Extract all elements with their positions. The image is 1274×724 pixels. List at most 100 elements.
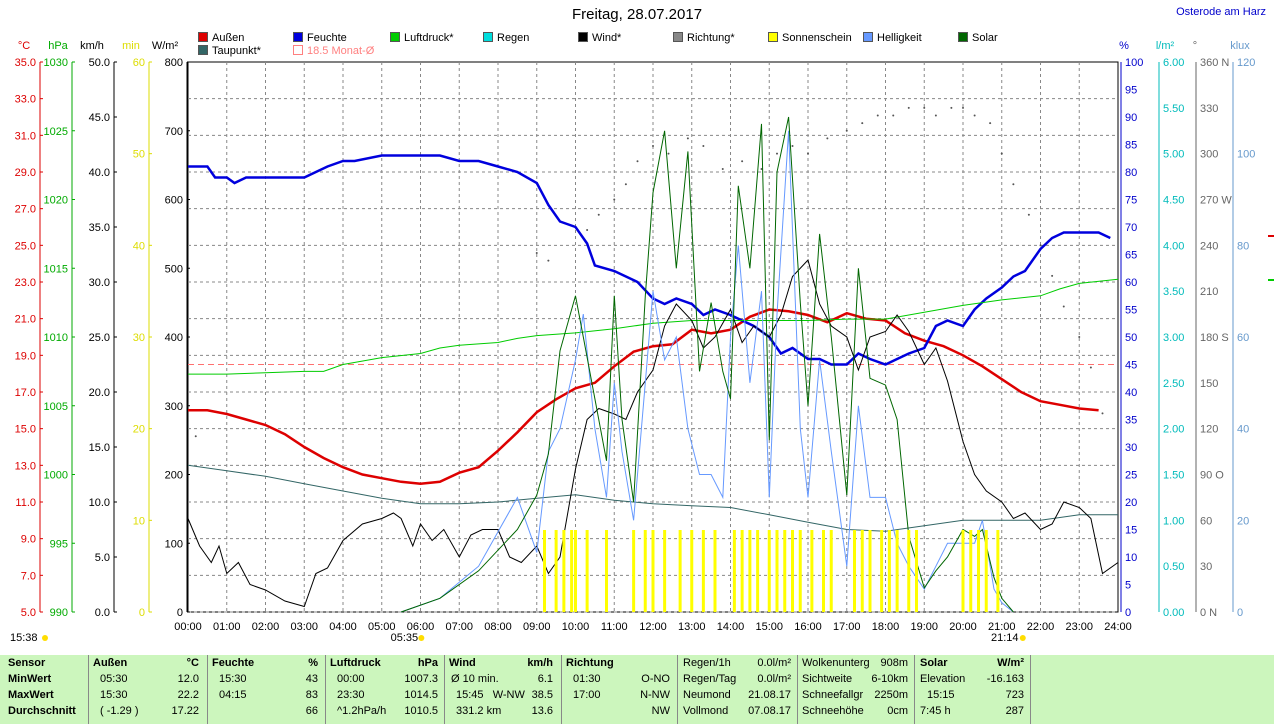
- axis-tick-label: 95: [1125, 85, 1137, 97]
- x-tick-label: 17:00: [833, 621, 861, 633]
- sunshine-bar: [732, 530, 736, 612]
- axis-tick-label: 55: [1125, 305, 1137, 317]
- x-tick-label: 16:00: [794, 621, 822, 633]
- richtung-col: Richtung 01:30 O-NO 17:00 N-NW NW: [566, 655, 674, 724]
- sunshine-bar: [554, 530, 558, 612]
- axis-tick-label: 7.0: [21, 570, 36, 582]
- axis-tick-label: 120: [1237, 57, 1255, 69]
- legend: Außen Taupunkt* Feuchte 18.5 Monat-Ø Luftdru…: [198, 32, 998, 62]
- axis-tick-label: 5.0: [21, 607, 36, 619]
- axis-tick-label: 0: [1237, 607, 1243, 619]
- direction-point: [1051, 274, 1054, 277]
- axis-tick-label: 240: [1200, 240, 1218, 252]
- sun-icon: [1019, 635, 1026, 641]
- richtung-header: Richtung: [566, 657, 614, 669]
- sun-icon: [418, 635, 425, 641]
- sunshine-bar: [632, 530, 636, 612]
- legend-swatch: [198, 45, 208, 55]
- axis-tick-label: 0.0: [95, 607, 110, 619]
- sun-icon: [42, 635, 48, 641]
- axis-unit-left: W/m²: [152, 40, 179, 52]
- x-tick-label: 13:00: [678, 621, 706, 633]
- series-line: [188, 308, 1099, 485]
- direction-point: [613, 198, 616, 201]
- sunshine-bar: [783, 530, 787, 612]
- axis-tick-label: 31.0: [15, 130, 36, 142]
- cell: Schneefallgr: [802, 689, 864, 701]
- axis-tick-label: 50: [133, 149, 145, 161]
- axis-tick-label: 0: [177, 607, 183, 619]
- sunshine-bar: [791, 530, 794, 612]
- sunshine-bar: [574, 530, 577, 612]
- sunshine-bar: [895, 530, 899, 612]
- cell: 04:15: [219, 689, 247, 701]
- legend-item: Außen: [198, 32, 244, 44]
- direction-point: [1089, 366, 1092, 369]
- sunshine-bar: [798, 530, 802, 612]
- axis-tick-label: 15: [1125, 525, 1137, 537]
- x-tick-label: 04:00: [329, 621, 357, 633]
- direction-point: [760, 167, 763, 170]
- sensor-header: Sensor: [8, 657, 46, 669]
- solar-col: Solar W/m² Elevation -16.163 15:15 723 7:45…: [920, 655, 1028, 724]
- cell: 15:15: [927, 689, 955, 701]
- solar-unit: W/m²: [997, 657, 1024, 669]
- cell: Regen/1h: [683, 657, 731, 669]
- x-tick-label: 05:00: [368, 621, 396, 633]
- legend-swatch: [390, 32, 400, 42]
- series-line: [187, 258, 1119, 608]
- direction-point: [547, 259, 550, 262]
- luftdruck-unit: hPa: [417, 657, 438, 669]
- axis-tick-label: 600: [165, 195, 183, 207]
- wind-unit: km/h: [527, 657, 553, 669]
- sunshine-bar: [756, 530, 760, 612]
- axis-tick-label: 80: [1237, 240, 1249, 252]
- cell: 0.0l/m²: [757, 673, 791, 685]
- axis-tick-label: 10: [133, 515, 145, 527]
- cell: -16.163: [986, 673, 1024, 685]
- cell: 2250m: [874, 689, 908, 701]
- x-tick-label: 08:00: [484, 621, 512, 633]
- axis-tick-label: 1015: [44, 263, 68, 275]
- cell: Neumond: [683, 689, 731, 701]
- cell: 00:00: [337, 673, 365, 685]
- axis-tick-label: 6.00: [1163, 57, 1184, 69]
- row-label: MaxWert: [8, 689, 54, 701]
- legend-item: Richtung*: [673, 32, 735, 44]
- axis-tick-label: 15.0: [15, 424, 36, 436]
- sunshine-bar: [969, 530, 973, 612]
- wolken-col: Wolkenunterg 908m Sichtweite 6-10km Schnee…: [802, 655, 912, 724]
- x-tick-label: 15:00: [755, 621, 783, 633]
- axis-tick-label: 29.0: [15, 167, 36, 179]
- legend-label: Regen: [497, 32, 530, 44]
- x-tick-label: 22:00: [1027, 621, 1055, 633]
- axis-tick-label: 1.00: [1163, 515, 1184, 527]
- cell: 1014.5: [404, 689, 438, 701]
- cell: 43: [305, 673, 318, 685]
- legend-label: Taupunkt*: [212, 45, 261, 57]
- direction-point: [861, 122, 864, 125]
- cell: Schneehöhe: [802, 705, 864, 717]
- cell: 331.2 km: [456, 705, 502, 717]
- legend-label: Helligkeit: [877, 32, 922, 44]
- direction-point: [1012, 183, 1015, 186]
- cell: 17.22: [171, 705, 199, 717]
- direction-point: [667, 152, 670, 155]
- direction-point: [845, 129, 848, 132]
- axis-tick-label: 25.0: [89, 332, 110, 344]
- legend-label: 18.5 Monat-Ø: [307, 45, 375, 57]
- sunshine-bar: [915, 530, 918, 612]
- time-label: 15:38: [10, 632, 38, 644]
- series-line: [400, 116, 1014, 613]
- axis-tick-label: 100: [1125, 57, 1143, 69]
- cell: NW: [651, 705, 670, 717]
- sunshine-bar: [996, 530, 1000, 612]
- cell: 0.0l/m²: [757, 657, 791, 669]
- axis-unit-left: hPa: [48, 40, 68, 52]
- direction-point: [1062, 305, 1065, 308]
- cell: 07.08.17: [748, 705, 791, 717]
- direction-point: [702, 145, 705, 148]
- legend-item: Luftdruck*: [390, 32, 454, 44]
- cell: 38.5: [531, 689, 553, 701]
- direction-point: [194, 435, 197, 438]
